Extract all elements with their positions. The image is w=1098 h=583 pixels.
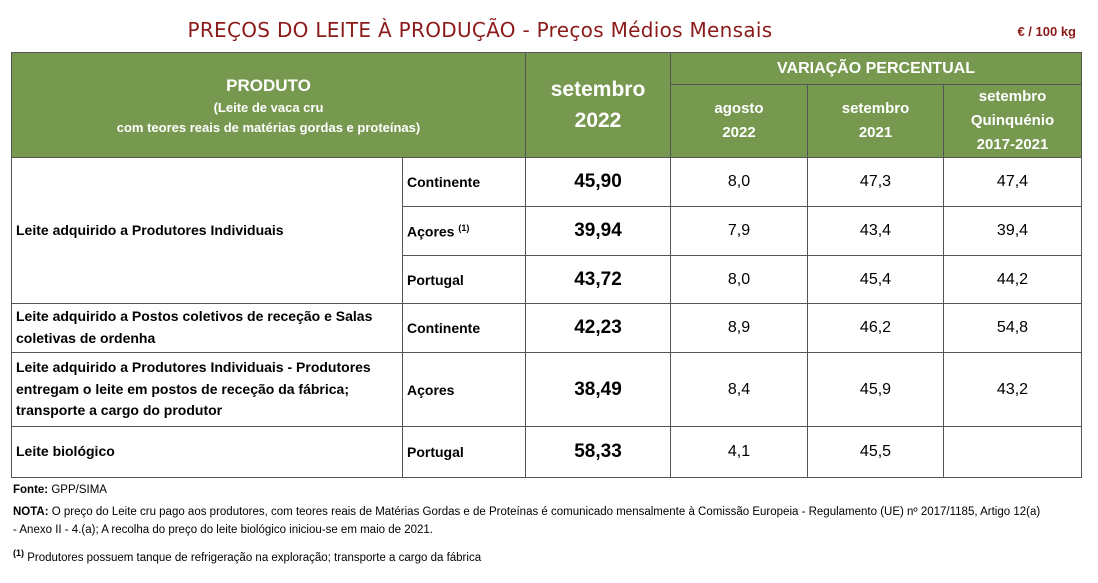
header-col-setembro-line2: 2021: [858, 124, 893, 141]
header-variacao: VARIAÇÃO PERCENTUAL: [670, 52, 1082, 85]
footnote-note: (1) Produtores possuem tanque de refrige…: [13, 546, 481, 567]
product-cell: Leite adquirido a Produtores Individuais…: [11, 352, 403, 427]
region-cell: Continente: [402, 157, 526, 207]
footnote-ref: (1): [458, 222, 470, 233]
var-quinquenio-cell: [943, 426, 1082, 478]
var-agosto-cell: 8,4: [670, 352, 808, 427]
price-cell: 43,72: [525, 255, 671, 304]
var-agosto-cell: 8,9: [670, 303, 808, 353]
price-cell: 58,33: [525, 426, 671, 478]
var-agosto-cell: 4,1: [670, 426, 808, 478]
footnote-text: Produtores possuem tanque de refrigeraçã…: [27, 551, 482, 564]
header-period-year: 2022: [574, 109, 622, 132]
region-cell: Portugal: [402, 426, 526, 478]
var-quinquenio-cell: 43,2: [943, 352, 1082, 427]
product-cell: Leite adquirido a Postos coletivos de re…: [11, 303, 403, 353]
price-cell: 42,23: [525, 303, 671, 353]
page-title: PREÇOS DO LEITE À PRODUÇÃO - Preços Médi…: [187, 18, 773, 42]
nota-label: NOTA:: [13, 506, 49, 518]
table-row: Leite adquirido a Produtores Individuais…: [11, 352, 1082, 427]
var-setembro-cell: 45,4: [807, 255, 944, 304]
table-row: Açores (1) 39,94 7,9 43,4 39,4: [12, 206, 1082, 256]
header-produto-title: PRODUTO: [226, 75, 311, 95]
milk-prices-table: PRODUTO (Leite de vaca cru com teores re…: [11, 52, 1082, 478]
var-agosto-cell: 8,0: [670, 157, 808, 207]
var-setembro-cell: 45,5: [807, 426, 944, 478]
var-agosto-cell: 8,0: [670, 255, 808, 304]
footnote-mark: (1): [13, 548, 24, 558]
var-quinquenio-cell: 47,4: [943, 157, 1082, 207]
source-label: Fonte:: [13, 484, 49, 496]
nota-text: O preço do Leite cru pago aos produtores…: [13, 506, 1041, 537]
var-setembro-cell: 43,4: [807, 206, 944, 256]
header-period: setembro 2022: [525, 52, 671, 158]
header-col-quinquenio-line3: 2017-2021: [976, 136, 1049, 153]
var-quinquenio-cell: 54,8: [943, 303, 1082, 353]
header-col-quinquenio-line1: setembro: [978, 88, 1047, 105]
var-quinquenio-cell: 39,4: [943, 206, 1082, 256]
var-setembro-cell: 46,2: [807, 303, 944, 353]
var-setembro-cell: 47,3: [807, 157, 944, 207]
header-col-setembro: setembro 2021: [807, 84, 944, 158]
region-cell: Continente: [402, 303, 526, 353]
header-produto-sub-2: com teores reais de matérias gordas e pr…: [116, 119, 421, 135]
unit-label: € / 100 kg: [1017, 24, 1076, 39]
region-cell: Açores (1): [402, 206, 526, 256]
product-cell: Leite biológico: [11, 426, 403, 478]
header-col-agosto-line2: 2022: [722, 124, 756, 141]
header-produto-sub-1: (Leite de vaca cru: [213, 100, 324, 116]
header-col-agosto-line1: agosto: [714, 100, 764, 117]
table-row: Leite adquirido a Produtores Individuais…: [11, 157, 1082, 304]
table-row: Leite adquirido a Postos coletivos de re…: [11, 303, 1082, 353]
nota-note: NOTA: O preço do Leite cru pago aos prod…: [13, 503, 1043, 540]
table-row: Portugal 43,72 8,0 45,4 44,2: [12, 255, 1082, 304]
table-row: Leite biológico Portugal 58,33 4,1 45,5: [11, 426, 1082, 478]
region-cell: Portugal: [402, 255, 526, 304]
price-cell: 38,49: [525, 352, 671, 427]
var-agosto-cell: 7,9: [670, 206, 808, 256]
source-text: GPP/SIMA: [51, 484, 107, 496]
header-col-setembro-line1: setembro: [841, 100, 910, 117]
source-note: Fonte: GPP/SIMA: [13, 481, 107, 499]
product-cell: Leite adquirido a Produtores Individuais: [11, 157, 403, 304]
header-col-agosto: agosto 2022: [670, 84, 808, 158]
header-produto: PRODUTO (Leite de vaca cru com teores re…: [11, 52, 526, 158]
price-cell: 39,94: [525, 206, 671, 256]
price-cell: 45,90: [525, 157, 671, 207]
header-period-month: setembro: [550, 77, 646, 101]
region-cell: Açores: [402, 352, 526, 427]
region-label: Açores: [407, 223, 455, 240]
var-setembro-cell: 45,9: [807, 352, 944, 427]
var-quinquenio-cell: 44,2: [943, 255, 1082, 304]
header-col-quinquenio: setembro Quinquénio 2017-2021: [943, 84, 1082, 158]
header-col-quinquenio-line2: Quinquénio: [970, 112, 1055, 129]
